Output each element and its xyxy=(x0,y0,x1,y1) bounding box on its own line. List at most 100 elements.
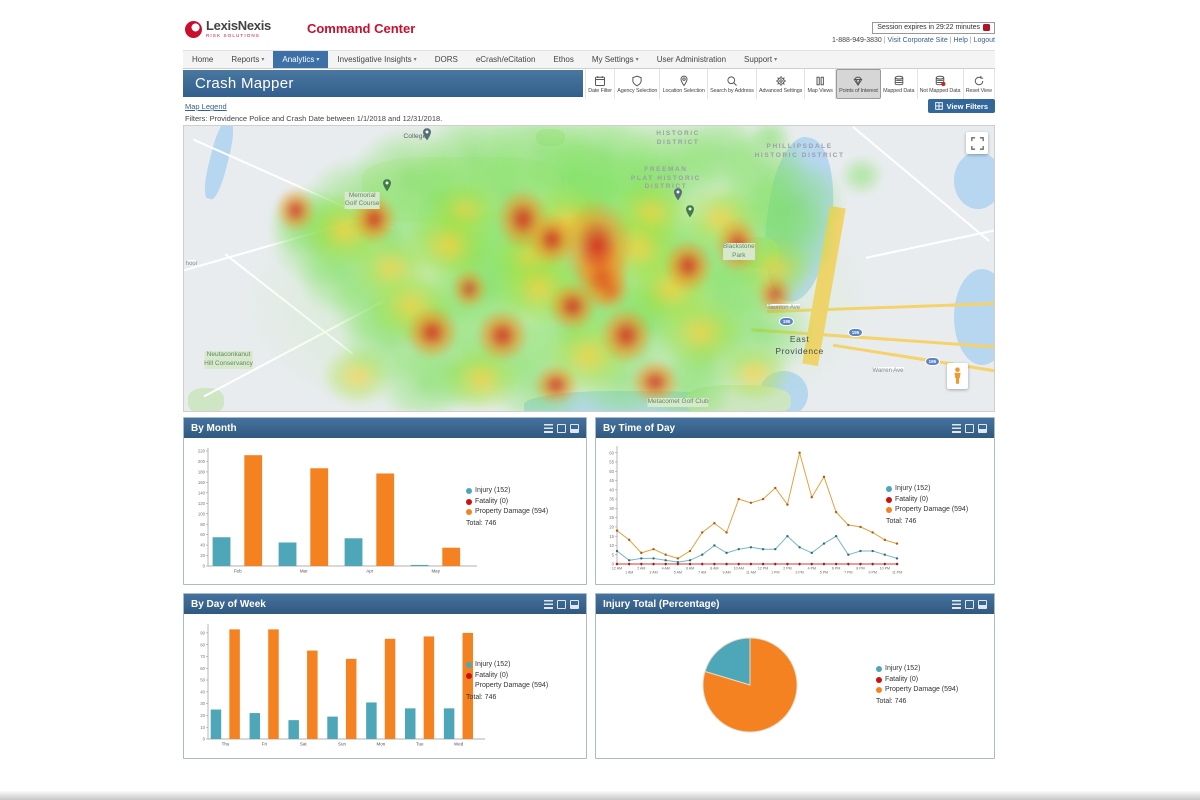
toolbar-button-label: Date Filter xyxy=(588,87,612,94)
export-pdf-icon[interactable] xyxy=(557,423,566,433)
points-of-interest-button[interactable]: Points of Interest xyxy=(836,69,881,99)
svg-text:Sat: Sat xyxy=(300,742,308,747)
view-filters-button[interactable]: View Filters xyxy=(928,99,995,113)
not-mapped-data-button[interactable]: Not Mapped Data xyxy=(917,69,964,99)
nav-investigative-insights[interactable]: Investigative Insights xyxy=(328,51,425,68)
highway-shield: 195 xyxy=(848,328,863,338)
legend-label: Injury (152) xyxy=(885,665,921,672)
logout-link[interactable]: Logout xyxy=(973,37,995,44)
legend-item: Property Damage (594) xyxy=(876,685,988,696)
session-timer-icon xyxy=(983,24,990,31)
legend-swatch-icon xyxy=(876,687,882,694)
by-time-of-day-chart: 0 5 10 15 20 25 30 35 40 45 50 55 60 12 AM1 AM 2 AM 3 A… xyxy=(609,446,902,575)
reset-view-button[interactable]: Reset View xyxy=(963,69,995,99)
svg-text:12 PM: 12 PM xyxy=(758,567,768,571)
map-label: Metacomet Golf Club xyxy=(647,398,709,407)
panel-title: By Time of Day xyxy=(603,422,676,434)
export-image-icon[interactable] xyxy=(978,599,987,609)
export-image-icon[interactable] xyxy=(978,423,987,433)
database-icon xyxy=(894,75,903,85)
svg-text:Fri: Fri xyxy=(262,742,267,747)
map-label: Memorial Golf Course xyxy=(344,191,380,210)
injury-total-pie-chart xyxy=(702,637,798,733)
agency-selection-button[interactable]: Agency Selection xyxy=(615,69,661,99)
header-right: Session expires in 29:22 minutes 1-888-9… xyxy=(832,16,995,44)
legend-swatch-icon xyxy=(466,683,472,690)
map-label: FREEMAN PLAT HISTORIC DISTRICT xyxy=(630,165,701,191)
legend-swatch-icon xyxy=(466,662,472,669)
college-pin-icon[interactable] xyxy=(423,128,432,146)
help-link[interactable]: Help xyxy=(953,37,968,44)
location-selection-button[interactable]: Location Selection xyxy=(660,69,708,99)
nav-reports[interactable]: Reports xyxy=(222,51,273,68)
nav-user-administration[interactable]: User Administration xyxy=(656,55,727,64)
svg-text:5 PM: 5 PM xyxy=(820,571,828,575)
date-filter-button[interactable]: Date Filter xyxy=(585,69,616,99)
export-pdf-icon[interactable] xyxy=(965,599,974,609)
legend-total: Total: 746 xyxy=(466,519,497,527)
nav-ecrash-ecitation[interactable]: eCrash/eCitation xyxy=(475,55,536,64)
export-pdf-icon[interactable] xyxy=(965,423,974,433)
svg-text:30: 30 xyxy=(609,506,614,511)
svg-text:50: 50 xyxy=(609,469,614,474)
svg-text:10 PM: 10 PM xyxy=(880,567,890,571)
svg-text:9 PM: 9 PM xyxy=(868,571,876,575)
streetview-pegman-button[interactable] xyxy=(947,363,968,389)
svg-text:5 AM: 5 AM xyxy=(674,571,682,575)
export-image-icon[interactable] xyxy=(570,423,579,433)
nav-dors[interactable]: DORS xyxy=(434,55,458,64)
memorial-golf-course-pin-icon[interactable] xyxy=(382,179,391,197)
nav-analytics[interactable]: Analytics xyxy=(273,51,329,68)
legend-swatch-icon xyxy=(466,509,472,516)
legend-swatch-icon xyxy=(466,488,472,495)
advanced-settings-button[interactable]: Advanced Settings xyxy=(756,69,806,99)
visit-corporate-site-link[interactable]: Visit Corporate Site xyxy=(887,37,948,44)
menu-icon[interactable] xyxy=(544,423,553,433)
phone-number: 1-888-949-3830 xyxy=(832,37,882,44)
map-fullscreen-button[interactable] xyxy=(966,132,988,154)
legend-item: Property Damage (594) xyxy=(466,507,578,518)
legend-label: Fatality (0) xyxy=(475,497,509,505)
menu-icon[interactable] xyxy=(952,599,961,609)
svg-text:Wed: Wed xyxy=(454,742,464,747)
search-by-address-button[interactable]: Search by Address xyxy=(707,69,757,99)
crash-heatmap-map[interactable]: HISTORIC DISTRICT PHILLIPSDALE HISTORIC D… xyxy=(183,125,995,412)
svg-text:7 PM: 7 PM xyxy=(844,571,852,575)
map-subheader: Map Legend Filters: Providence Police an… xyxy=(183,99,995,125)
map-legend-link[interactable]: Map Legend xyxy=(185,102,227,111)
by-month-panel-header: By Month xyxy=(184,418,586,438)
legend-item: Fatality (0) xyxy=(466,497,578,508)
svg-text:12 AM: 12 AM xyxy=(612,567,622,571)
legend-item: Fatality (0) xyxy=(876,675,988,686)
svg-text:35: 35 xyxy=(609,497,614,502)
map-views-button[interactable]: Map Views xyxy=(805,69,837,99)
export-pdf-icon[interactable] xyxy=(557,599,566,609)
svg-text:40: 40 xyxy=(609,487,614,492)
nav-support[interactable]: Support xyxy=(735,51,786,68)
legend-swatch-icon xyxy=(466,498,472,505)
by-month-chart: 0 20 40 60 80 100 120 140 160 180 200 220 Feb Mar Apr M… xyxy=(198,448,477,574)
nav-home[interactable]: Home xyxy=(192,55,214,64)
toolbar-button-label: Map Views xyxy=(807,87,833,94)
athletic-campus-pin-icon[interactable] xyxy=(686,205,695,223)
svg-text:Sun: Sun xyxy=(338,742,347,747)
nav-ethos[interactable]: Ethos xyxy=(553,55,574,64)
svg-text:Mar: Mar xyxy=(300,569,308,574)
svg-text:90: 90 xyxy=(200,630,205,635)
map-labels-layer: HISTORIC DISTRICT PHILLIPSDALE HISTORIC D… xyxy=(184,126,994,411)
panel-header-icons xyxy=(948,423,987,433)
nav-my-settings[interactable]: My Settings xyxy=(583,51,648,68)
legend-item: Property Damage (594) xyxy=(886,505,992,516)
mapped-data-button[interactable]: Mapped Data xyxy=(880,69,918,99)
menu-icon[interactable] xyxy=(544,599,553,609)
shield-icon xyxy=(632,75,642,86)
svg-text:4 PM: 4 PM xyxy=(808,567,816,571)
svg-text:9 AM: 9 AM xyxy=(722,571,730,575)
legend-swatch-icon xyxy=(886,507,892,514)
page-title: Crash Mapper xyxy=(195,75,294,92)
toolbar-button-label: Reset View xyxy=(965,87,992,94)
school-pin-icon[interactable] xyxy=(674,187,683,206)
menu-icon[interactable] xyxy=(952,423,961,433)
export-image-icon[interactable] xyxy=(570,599,579,609)
poi-diamond-icon xyxy=(854,76,863,86)
